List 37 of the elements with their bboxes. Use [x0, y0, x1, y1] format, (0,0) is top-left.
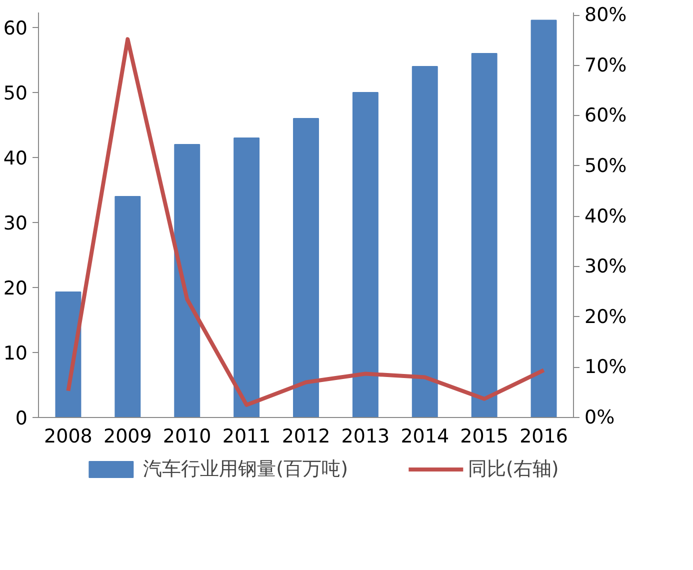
bar — [352, 92, 378, 418]
y2-tick-label: 0% — [584, 406, 615, 428]
line-series — [66, 37, 546, 407]
bar — [114, 196, 141, 418]
y-tick-label: 50 — [3, 82, 28, 104]
bar — [234, 137, 260, 418]
x-tick-label: 2015 — [460, 426, 509, 448]
y-tick-label: 40 — [3, 147, 28, 170]
y2-tick-label: 20% — [584, 306, 627, 328]
bar — [174, 144, 200, 418]
y2-tick-label: 10% — [584, 356, 627, 378]
y2-tick-label: 50% — [584, 154, 627, 177]
bar — [293, 118, 319, 418]
bar — [55, 292, 82, 418]
y2-tick-label: 30% — [584, 256, 627, 278]
y2-tick-label: 60% — [584, 104, 627, 127]
y2-tick-label: 70% — [584, 54, 627, 76]
y-tick-label: 30 — [3, 212, 28, 234]
y2-tick-label: 40% — [584, 205, 627, 228]
x-tick-label: 2008 — [44, 426, 92, 448]
x-tick-label: 2009 — [103, 426, 152, 448]
y-tick-label: 20 — [3, 277, 28, 300]
legend-label: 汽车行业用钢量(百万吨) — [143, 457, 348, 482]
x-tick-label: 2014 — [400, 426, 450, 448]
bar — [530, 20, 557, 418]
y-tick-label: 10 — [3, 342, 28, 364]
x-tick-label: 2016 — [520, 426, 568, 448]
bar — [471, 52, 498, 418]
x-tick-label: 2013 — [341, 426, 390, 448]
y-tick-label: 0 — [15, 408, 28, 430]
y-tick-label: 60 — [3, 17, 28, 40]
x-tick-label: 2010 — [162, 426, 212, 448]
x-tick-label: 2012 — [282, 426, 330, 448]
legend-label: 同比(右轴) — [468, 457, 559, 482]
x-tick-label: 2011 — [222, 426, 271, 448]
y2-tick-label: 80% — [584, 4, 627, 26]
bar — [412, 66, 438, 418]
